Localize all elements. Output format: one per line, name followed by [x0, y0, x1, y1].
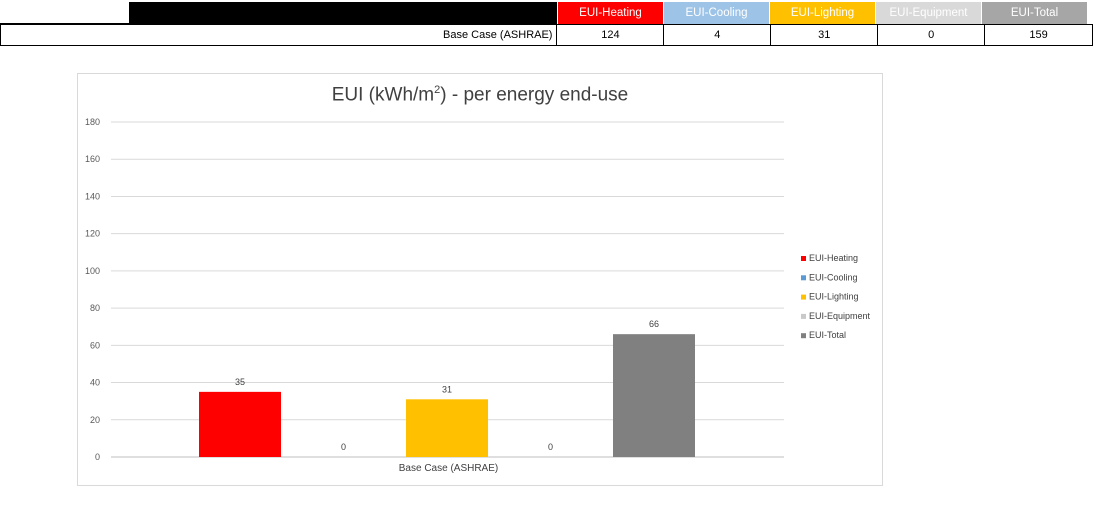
value-cell-cooling[interactable]: 4 [664, 25, 772, 45]
chart-title: EUI (kWh/m2) - per energy end-use [78, 84, 882, 106]
header-cell-cooling[interactable]: EUI-Cooling [663, 2, 769, 24]
y-tick-label: 100 [85, 266, 100, 276]
data-label: 35 [235, 377, 245, 387]
chart-title-rest: ) - per energy end-use [440, 84, 629, 106]
y-tick-label: 0 [95, 452, 100, 462]
data-label: 0 [341, 442, 346, 452]
x-tick-label: Base Case (ASHRAE) [399, 463, 498, 474]
y-tick-label: 140 [85, 191, 100, 201]
header-cell-lighting[interactable]: EUI-Lighting [769, 2, 875, 24]
table-header-row: EUI-Heating EUI-Cooling EUI-Lighting EUI… [129, 2, 1087, 24]
y-tick-label: 120 [85, 229, 100, 239]
legend-swatch [801, 256, 806, 261]
value-cell-equipment[interactable]: 0 [878, 25, 986, 45]
bar-eui-total [613, 334, 695, 457]
legend-swatch [801, 313, 806, 319]
header-cell-equipment[interactable]: EUI-Equipment [875, 2, 981, 24]
table-row: Base Case (ASHRAE) 124 4 31 0 159 [0, 24, 1093, 46]
legend-label: EUI-Equipment [809, 311, 871, 321]
legend-label: EUI-Total [809, 330, 846, 340]
legend-swatch [801, 294, 806, 300]
bar-eui-lighting [406, 399, 488, 457]
header-filler-block [129, 2, 557, 24]
data-label: 0 [548, 442, 553, 452]
data-label: 31 [442, 384, 452, 394]
y-tick-label: 20 [90, 415, 100, 425]
value-cell-total[interactable]: 159 [1029, 29, 1048, 41]
chart-plot: 0 20 40 60 80 100 120 140 160 180 35 0 31 0 66 Base Cas… [85, 117, 871, 474]
legend-label: EUI-Cooling [809, 272, 858, 282]
header-cell-heating[interactable]: EUI-Heating [557, 2, 663, 24]
legend-label: EUI-Lighting [809, 292, 859, 302]
chart-title-superscript: 2 [434, 84, 441, 96]
bar-eui-heating [199, 391, 281, 457]
data-label: 66 [649, 319, 659, 329]
row-label-cell[interactable]: Base Case (ASHRAE) [1, 25, 558, 45]
header-cell-total[interactable]: EUI-Total [981, 2, 1087, 24]
chart-title-main: EUI (kWh/m [331, 84, 435, 106]
y-tick-label: 40 [90, 378, 100, 388]
legend-swatch [801, 333, 806, 339]
legend-label: EUI-Heating [809, 253, 858, 263]
y-tick-label: 60 [90, 340, 100, 350]
y-tick-label: 160 [85, 154, 100, 164]
y-tick-label: 80 [90, 303, 100, 313]
y-tick-label: 180 [85, 117, 100, 127]
value-cell-heating[interactable]: 124 [557, 25, 665, 45]
legend-swatch [801, 275, 806, 281]
value-cell-lighting[interactable]: 31 [771, 25, 879, 45]
table-top-left-border [0, 23, 129, 24]
chart-container[interactable]: EUI (kWh/m2) - per energy end-use 0 20 40 6… [77, 73, 883, 486]
